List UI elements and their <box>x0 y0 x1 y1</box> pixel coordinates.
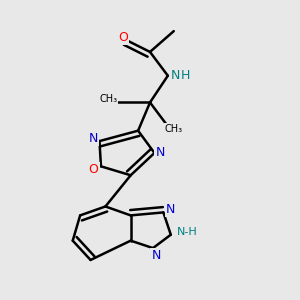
Text: N: N <box>151 249 160 262</box>
Text: N: N <box>156 146 165 160</box>
Text: N-H: N-H <box>177 227 197 237</box>
Text: H: H <box>181 69 190 82</box>
Text: N: N <box>166 203 176 216</box>
Text: N: N <box>171 69 180 82</box>
Text: N: N <box>89 132 98 145</box>
Text: O: O <box>118 31 128 44</box>
Text: CH₃: CH₃ <box>165 124 183 134</box>
Text: O: O <box>88 163 98 176</box>
Text: CH₃: CH₃ <box>99 94 118 104</box>
